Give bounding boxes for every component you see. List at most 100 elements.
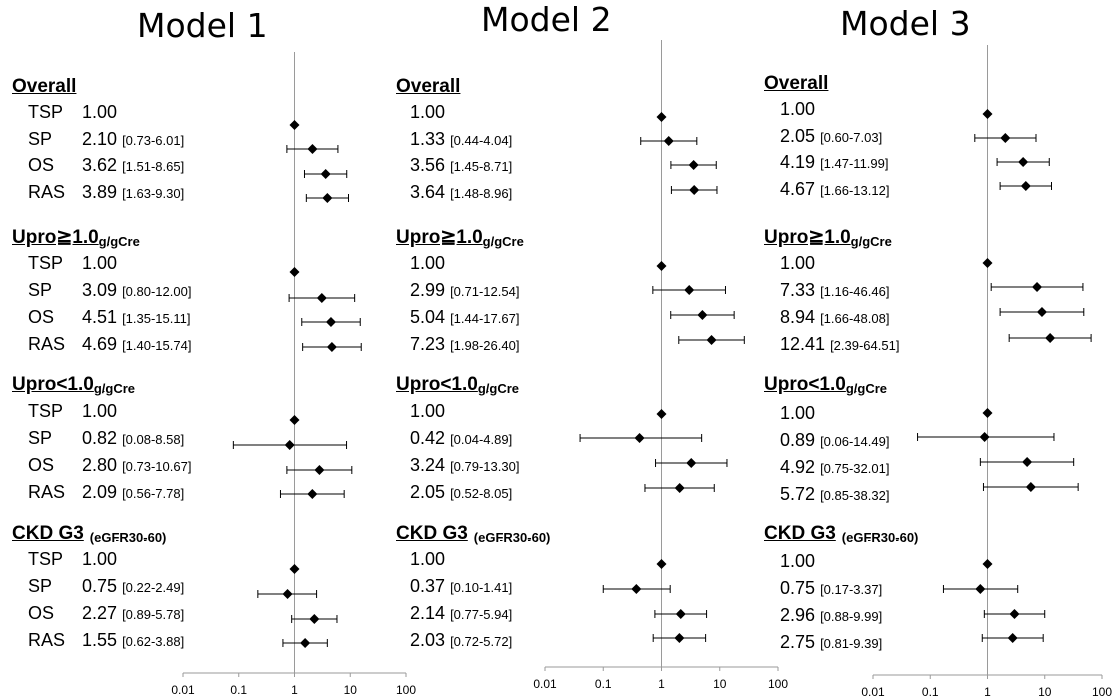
point-estimate-marker bbox=[282, 589, 293, 599]
point-estimate-marker bbox=[284, 440, 295, 450]
hazard-ratio: 0.82 bbox=[82, 428, 118, 448]
hazard-ratio: 0.89 bbox=[780, 430, 816, 450]
group-title: CKD G3 (eGFR30-60) bbox=[396, 523, 550, 545]
row-label: RAS bbox=[28, 182, 66, 202]
group-title: CKD G3 (eGFR30-60) bbox=[764, 523, 918, 545]
x-tick-label: 10 bbox=[1038, 685, 1052, 699]
row-estimate: 1.00 bbox=[410, 401, 445, 422]
row-estimate: 1.00 bbox=[780, 403, 815, 424]
point-estimate-marker bbox=[1000, 133, 1011, 143]
row-label: TSP bbox=[28, 253, 64, 273]
x-tick-label: 100 bbox=[768, 677, 788, 691]
hazard-ratio: 2.14 bbox=[410, 603, 446, 623]
group-suffix: g/gCre bbox=[482, 234, 524, 249]
x-tick-label: 1 bbox=[291, 683, 298, 697]
row-estimate: 1.00 bbox=[780, 253, 815, 274]
row-label: OS bbox=[28, 603, 55, 623]
row-label: OS bbox=[28, 307, 55, 327]
confidence-interval: [0.04-4.89] bbox=[450, 432, 513, 447]
row-estimate: 3.24 [0.79-13.30] bbox=[410, 455, 519, 476]
row-label: TSP bbox=[28, 549, 64, 569]
x-tick-label: 10 bbox=[713, 677, 727, 691]
hazard-ratio: 2.05 bbox=[410, 482, 446, 502]
confidence-interval: [0.08-8.58] bbox=[122, 432, 185, 447]
hazard-ratio: 1.00 bbox=[410, 549, 446, 569]
group-title: Upro≧1.0g/gCre bbox=[764, 226, 892, 249]
confidence-interval: [0.88-9.99] bbox=[820, 609, 883, 624]
hazard-ratio: 0.42 bbox=[410, 428, 446, 448]
hazard-ratio: 1.00 bbox=[82, 102, 118, 122]
row-estimate: 4.19 [1.47-11.99] bbox=[780, 152, 888, 173]
hazard-ratio: 0.37 bbox=[410, 576, 446, 596]
hazard-ratio: 7.23 bbox=[410, 334, 446, 354]
group-name: CKD G3 bbox=[12, 523, 84, 544]
hazard-ratio: 12.41 bbox=[780, 334, 826, 354]
x-tick-label: 1 bbox=[984, 685, 991, 699]
row-label: SP bbox=[28, 428, 53, 448]
confidence-interval: [0.89-5.78] bbox=[122, 607, 185, 622]
point-estimate-marker bbox=[982, 109, 993, 119]
point-estimate-marker bbox=[320, 169, 331, 179]
point-estimate-marker bbox=[307, 144, 318, 154]
confidence-interval: [0.10-1.41] bbox=[450, 580, 513, 595]
hazard-ratio: 5.72 bbox=[780, 484, 816, 504]
hazard-ratio: 2.75 bbox=[780, 632, 816, 652]
row-estimate: 1.00 bbox=[410, 253, 445, 274]
group-suffix: (eGFR30-60) bbox=[89, 530, 167, 545]
hazard-ratio: 2.96 bbox=[780, 605, 816, 625]
confidence-interval: [0.22-2.49] bbox=[122, 580, 185, 595]
x-tick-label: 1 bbox=[658, 677, 665, 691]
row-estimate: 1.00 bbox=[410, 102, 445, 123]
confidence-interval: [1.98-26.40] bbox=[450, 338, 520, 353]
confidence-interval: [1.35-15.11] bbox=[122, 311, 191, 326]
row-estimate: 8.94 [1.66-48.08] bbox=[780, 307, 889, 328]
row-estimate: 1.00 bbox=[82, 102, 117, 123]
row-estimate: 5.72 [0.85-38.32] bbox=[780, 484, 889, 505]
confidence-interval: [1.40-15.74] bbox=[122, 338, 192, 353]
point-estimate-marker bbox=[979, 432, 990, 442]
row-label: RAS bbox=[28, 334, 66, 354]
group-suffix: g/gCre bbox=[93, 381, 136, 396]
group-title: Upro≧1.0g/gCre bbox=[12, 226, 140, 249]
point-estimate-marker bbox=[1018, 157, 1029, 167]
point-estimate-marker bbox=[656, 409, 667, 419]
confidence-interval: [1.66-48.08] bbox=[820, 311, 890, 326]
row-label: SP bbox=[28, 129, 53, 149]
hazard-ratio: 4.92 bbox=[780, 457, 816, 477]
hazard-ratio: 7.33 bbox=[780, 280, 816, 300]
hazard-ratio: 4.67 bbox=[780, 179, 816, 199]
confidence-interval: [1.44-17.67] bbox=[450, 311, 520, 326]
hazard-ratio: 2.10 bbox=[82, 129, 118, 149]
confidence-interval: [0.79-13.30] bbox=[450, 459, 520, 474]
hazard-ratio: 1.00 bbox=[410, 401, 446, 421]
row-estimate: 2.05 [0.52-8.05] bbox=[410, 482, 512, 503]
hazard-ratio: 2.09 bbox=[82, 482, 118, 502]
group-title: Overall bbox=[764, 73, 828, 95]
confidence-interval: [0.71-12.54] bbox=[450, 284, 520, 299]
point-estimate-marker bbox=[1036, 307, 1047, 317]
x-tick-label: 100 bbox=[1092, 685, 1112, 699]
row-estimate: 1.00 bbox=[82, 549, 117, 570]
x-tick-label: 0.1 bbox=[595, 677, 612, 691]
group-title: Upro<1.0g/gCre bbox=[396, 374, 519, 396]
confidence-interval: [0.17-3.37] bbox=[820, 582, 883, 597]
row-estimate: 2.14 [0.77-5.94] bbox=[410, 603, 512, 624]
row-estimate: 3.09 [0.80-12.00] bbox=[82, 280, 191, 301]
row-estimate: 3.56 [1.45-8.71] bbox=[410, 155, 512, 176]
point-estimate-marker bbox=[289, 415, 300, 425]
row-estimate: 1.00 bbox=[780, 551, 815, 572]
hazard-ratio: 1.00 bbox=[780, 551, 816, 571]
point-estimate-marker bbox=[1020, 181, 1031, 191]
confidence-interval: [0.72-5.72] bbox=[450, 634, 513, 649]
confidence-interval: [0.60-7.03] bbox=[820, 130, 883, 145]
point-estimate-marker bbox=[307, 489, 318, 499]
group-name: Overall bbox=[396, 76, 461, 97]
row-label: SP bbox=[28, 576, 53, 596]
row-estimate: 2.75 [0.81-9.39] bbox=[780, 632, 882, 653]
row-estimate: 4.67 [1.66-13.12] bbox=[780, 179, 889, 200]
row-label: TSP bbox=[28, 401, 64, 421]
confidence-interval: [0.77-5.94] bbox=[450, 607, 513, 622]
x-tick-label: 0.1 bbox=[230, 683, 247, 697]
hazard-ratio: 1.00 bbox=[780, 99, 816, 119]
point-estimate-marker bbox=[1022, 457, 1033, 467]
